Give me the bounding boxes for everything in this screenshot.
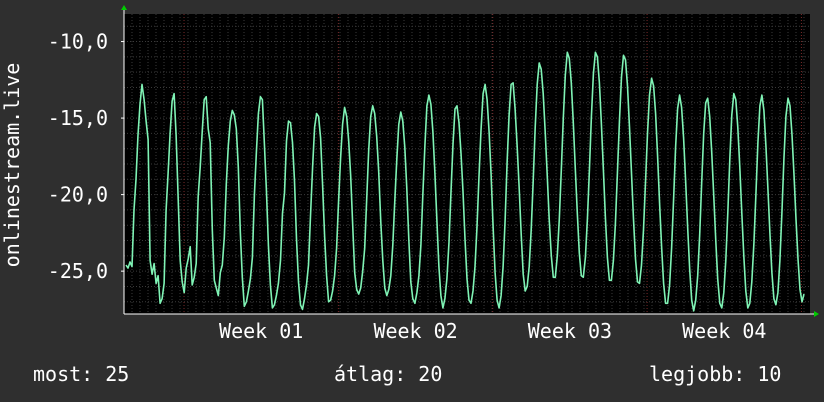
x-tick-label: Week 01 xyxy=(219,319,303,343)
series-line xyxy=(125,51,805,312)
series-group xyxy=(125,51,805,312)
axes xyxy=(121,5,819,317)
x-tick-labels: Week 01 Week 02 Week 03 Week 04 xyxy=(219,319,766,343)
y-tick-labels: -10,0 -15,0 -20,0 -25,0 xyxy=(48,30,124,283)
x-tick-label: Week 04 xyxy=(682,319,766,343)
y-tick-label: -10,0 xyxy=(48,30,108,54)
footer-best-value: legjobb: 10 xyxy=(649,362,782,386)
x-tick-label: Week 03 xyxy=(528,319,612,343)
y-axis-label: onlinestream.live xyxy=(0,63,24,268)
footer-average-value: átlag: 20 xyxy=(334,362,443,386)
y-axis-arrow xyxy=(121,5,127,10)
x-axis-arrow xyxy=(814,311,819,317)
x-tick-label: Week 02 xyxy=(373,319,457,343)
y-tick-label: -20,0 xyxy=(48,183,108,207)
y-tick-label: -25,0 xyxy=(48,259,108,283)
footer-current-value: most: 25 xyxy=(33,362,130,386)
y-tick-label: -15,0 xyxy=(48,106,108,130)
